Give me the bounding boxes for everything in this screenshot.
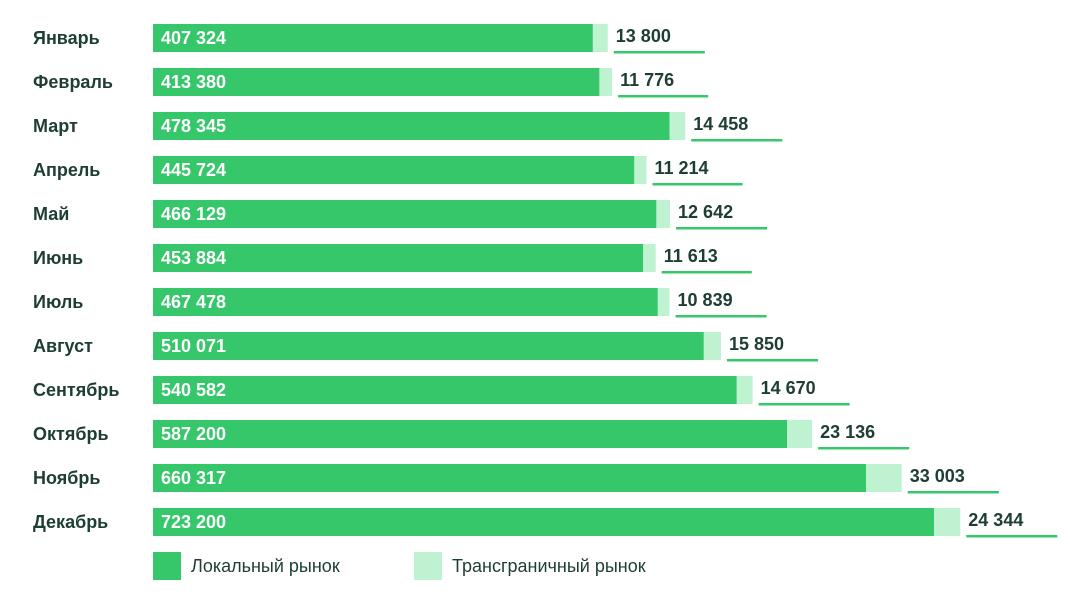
bar-row: Март 478 345 14 458 [33,112,783,142]
bar-crossborder [703,332,721,360]
value-label-crossborder: 11 613 [664,246,718,266]
value-underline [618,95,709,98]
bar-local [153,420,788,448]
value-label-local: 467 478 [161,292,226,312]
legend-swatch-crossborder [414,552,442,580]
value-label-local: 413 380 [161,72,226,92]
value-underline [726,359,819,362]
category-label: Май [33,204,69,224]
value-label-crossborder: 23 136 [820,422,875,442]
value-label-local: 466 129 [161,204,226,224]
value-label-crossborder: 13 800 [616,26,671,46]
bar-crossborder [787,420,813,448]
value-underline [818,447,910,450]
bar-crossborder [657,288,670,316]
bar-row: Август 510 071 15 850 [33,332,819,362]
bar-row: Февраль 413 380 11 776 [33,68,709,98]
bar-local [153,68,600,96]
legend-label-crossborder: Трансграничный рынок [452,556,646,576]
value-label-local: 660 317 [161,468,226,488]
category-label: Ноябрь [33,468,100,488]
value-underline [907,491,999,494]
bar-crossborder [866,464,902,492]
value-label-crossborder: 15 850 [729,334,784,354]
bar-row: Июль 467 478 10 839 [33,288,767,318]
category-label: Сентябрь [33,380,119,400]
value-underline [758,403,850,406]
chart-legend: Локальный рынок Трансграничный рынок [153,552,646,580]
value-underline [676,227,768,230]
bar-local [153,112,670,140]
value-label-crossborder: 11 776 [620,70,674,90]
bar-crossborder [592,24,608,52]
value-label-local: 407 324 [161,28,226,48]
category-label: Февраль [33,72,113,92]
category-label: Октябрь [33,424,109,444]
category-label: Август [33,336,93,356]
bar-row: Ноябрь 660 317 33 003 [33,464,999,494]
bar-crossborder [656,200,671,228]
value-label-local: 587 200 [161,424,226,444]
bar-local [153,200,657,228]
bar-local [153,156,635,184]
bar-row: Май 466 129 12 642 [33,200,768,230]
bar-local [153,464,867,492]
bar-row: Декабрь 723 200 24 344 [33,508,1058,538]
category-label: Июнь [33,248,83,268]
value-label-crossborder: 10 839 [678,290,733,310]
value-label-crossborder: 24 344 [968,510,1023,530]
bar-crossborder [736,376,753,404]
category-label: Январь [33,28,100,48]
bar-local [153,332,704,360]
bar-local [153,244,644,272]
bar-row: Апрель 445 724 11 214 [33,156,743,186]
bar-row: Июнь 453 884 11 613 [33,244,752,274]
value-label-crossborder: 14 670 [761,378,816,398]
legend-swatch-local [153,552,181,580]
value-underline [613,51,705,54]
value-underline [675,315,767,318]
value-label-crossborder: 11 214 [654,158,708,178]
value-underline [966,535,1058,538]
bar-crossborder [934,508,961,536]
bar-crossborder [599,68,613,96]
category-label: Июль [33,292,83,312]
legend-label-local: Локальный рынок [191,556,340,576]
bar-crossborder [669,112,686,140]
value-label-local: 723 200 [161,512,226,532]
value-label-crossborder: 33 003 [910,466,965,486]
value-label-local: 453 884 [161,248,226,268]
bar-crossborder [634,156,647,184]
category-label: Декабрь [33,512,108,532]
value-label-crossborder: 14 458 [693,114,748,134]
value-underline [691,139,783,142]
bar-row: Сентябрь 540 582 14 670 [33,376,850,406]
bar-local [153,288,658,316]
bar-row: Январь 407 324 13 800 [33,24,705,54]
bar-row: Октябрь 587 200 23 136 [33,420,910,450]
value-label-local: 540 582 [161,380,226,400]
category-label: Март [33,116,78,136]
category-label: Апрель [33,160,100,180]
bar-local [153,376,737,404]
value-label-crossborder: 12 642 [678,202,733,222]
value-label-local: 510 071 [161,336,226,356]
value-underline [661,271,752,274]
bar-crossborder [643,244,656,272]
bar-local [153,24,593,52]
value-label-local: 445 724 [161,160,226,180]
bar-local [153,508,934,536]
chart-rows: Январь 407 324 13 800 Февраль 413 380 11 776 М… [33,24,1058,538]
value-underline [652,183,743,186]
value-label-local: 478 345 [161,116,226,136]
